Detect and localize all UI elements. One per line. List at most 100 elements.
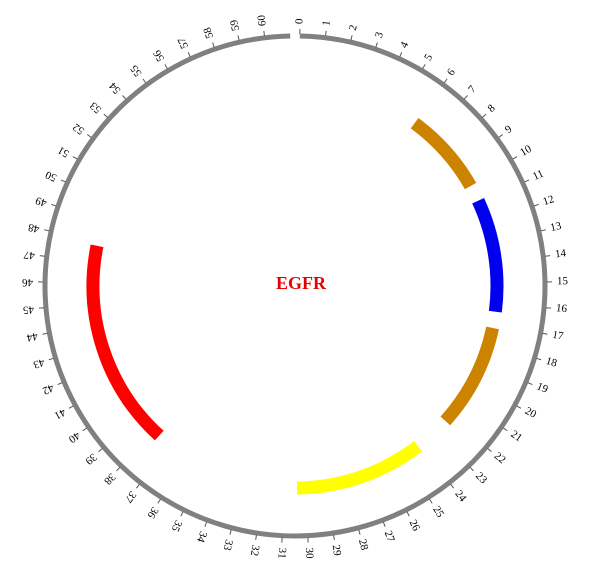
tick-label: 3: [373, 30, 386, 40]
tick-mark: [48, 357, 54, 361]
tick-mark: [237, 35, 240, 41]
tick-mark: [406, 511, 410, 517]
tick-mark: [524, 179, 530, 183]
tick-mark: [116, 466, 121, 472]
tick-label: 50: [43, 168, 58, 184]
segment-arc-5: [86, 244, 164, 441]
tick-label: 11: [531, 168, 546, 183]
tick-label: 16: [556, 302, 568, 315]
tick-label: 29: [330, 544, 344, 557]
tick-label: 18: [544, 355, 558, 370]
tick-label: 28: [356, 538, 371, 552]
segment-arc-4: [296, 440, 423, 495]
tick-mark: [540, 229, 546, 232]
segments: [86, 117, 504, 495]
tick-label: 6: [445, 66, 458, 78]
tick-label: 27: [382, 529, 397, 544]
tick-label: 59: [228, 18, 242, 32]
tick-mark: [187, 52, 191, 58]
tick-mark: [399, 52, 403, 58]
tick-mark: [98, 448, 103, 453]
gene-title: EGFR: [276, 273, 327, 293]
tick-label: 48: [27, 221, 41, 235]
tick-label: 51: [56, 144, 72, 160]
tick-label: 36: [144, 505, 160, 521]
tick-label: 49: [34, 194, 49, 209]
axis-ring: [42, 33, 548, 539]
tick-label: 31: [276, 547, 289, 559]
tick-mark: [516, 405, 522, 409]
tick-mark: [469, 466, 474, 472]
tick-mark: [255, 534, 257, 541]
tick-label: 37: [122, 489, 139, 505]
tick-mark: [68, 405, 74, 409]
tick-label: 42: [41, 381, 56, 396]
tick-label: 47: [23, 248, 36, 261]
tick-label: 55: [128, 62, 144, 78]
tick-mark: [204, 521, 208, 527]
tick-label: 30: [303, 547, 316, 559]
tick-mark: [44, 229, 50, 232]
tick-label: 24: [452, 488, 469, 504]
tick-label: 19: [535, 380, 550, 395]
tick-mark: [450, 483, 455, 489]
tick-mark: [180, 511, 184, 517]
tick-mark: [542, 332, 548, 335]
tick-label: 5: [422, 52, 435, 63]
tick-label: 52: [71, 121, 87, 137]
tick-label: 0: [294, 18, 306, 24]
tick-mark: [487, 448, 492, 453]
tick-mark: [72, 156, 78, 160]
tick-label: 21: [508, 428, 524, 444]
tick-label: 7: [466, 83, 479, 96]
tick-label: 35: [168, 518, 184, 534]
tick-label: 15: [557, 275, 569, 287]
tick-label: 40: [66, 429, 82, 445]
segment-arc-3: [440, 326, 499, 426]
tick-label: 14: [554, 247, 567, 260]
tick-mark: [229, 529, 232, 535]
tick-mark: [87, 134, 92, 138]
tick-mark: [429, 498, 433, 504]
tick-mark: [263, 30, 265, 36]
tick-label: 25: [430, 504, 446, 520]
tick-mark: [533, 203, 539, 207]
tick-mark: [39, 255, 45, 257]
tick-mark: [536, 357, 542, 361]
tick-label: 56: [151, 47, 167, 63]
tick-mark: [512, 156, 518, 160]
tick-label: 33: [220, 538, 235, 552]
tick-mark: [57, 382, 63, 386]
tick-mark: [527, 382, 533, 386]
axis-ring-arc: [42, 33, 548, 539]
tick-label: 45: [22, 303, 34, 316]
tick-mark: [382, 521, 386, 527]
tick-label: 44: [25, 330, 39, 344]
tick-label: 22: [492, 450, 508, 466]
tick-mark: [375, 42, 378, 48]
tick-mark: [422, 64, 426, 69]
tick-label: 34: [194, 529, 209, 544]
tick-label: 12: [541, 193, 555, 208]
tick-mark: [122, 95, 127, 100]
tick-label: 41: [52, 406, 67, 422]
tick-mark: [212, 42, 215, 48]
tick-label: 39: [82, 451, 99, 468]
tick-label: 23: [473, 470, 490, 487]
tick-mark: [545, 255, 551, 257]
tick-mark: [498, 134, 503, 138]
tick-mark: [82, 427, 88, 432]
tick-label: 8: [485, 102, 497, 115]
tick-label: 4: [398, 40, 411, 50]
tick-mark: [358, 529, 361, 535]
tick-mark: [333, 534, 335, 541]
tick-label: 9: [503, 123, 515, 136]
tick-label: 2: [347, 24, 360, 32]
tick-mark: [463, 95, 468, 100]
segment-arc-2: [472, 197, 504, 313]
tick-mark: [60, 179, 66, 183]
tick-mark: [325, 30, 327, 36]
tick-mark: [164, 64, 168, 69]
tick-label: 58: [201, 25, 216, 40]
